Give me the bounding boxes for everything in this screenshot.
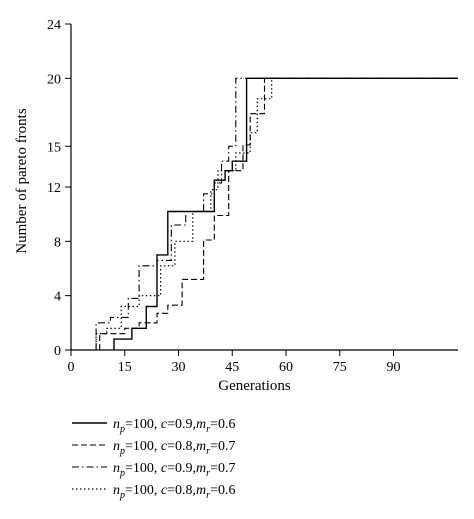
legend-label-1: np=100, c=0.9,mr=0.6 <box>113 417 235 435</box>
y-tick-label: 4 <box>54 290 61 305</box>
y-tick-label: 0 <box>54 344 61 359</box>
y-tick-label: 8 <box>54 235 61 250</box>
x-tick-label: 45 <box>225 360 239 375</box>
x-tick-label: 30 <box>172 360 186 375</box>
series-line-1 <box>113 77 458 350</box>
legend-label-2: np=100, c=0.8,mr=0.7 <box>113 439 235 457</box>
y-tick-label: 24 <box>47 18 61 33</box>
x-tick-label: 60 <box>279 360 293 375</box>
legend-label-4: np=100, c=0.8,mr=0.6 <box>113 483 235 501</box>
y-axis-label: Number of pareto fronts <box>14 108 30 254</box>
x-tick-label: 90 <box>387 360 401 375</box>
legend: np=100, c=0.9,mr=0.6 np=100, c=0.8,mr=0.7… <box>72 417 235 501</box>
series-line-4 <box>95 77 458 350</box>
y-tick-label: 20 <box>47 72 61 87</box>
x-tick-label: 15 <box>118 360 132 375</box>
y-tick-label: 15 <box>47 140 61 155</box>
plot-area: 0 15 30 45 60 75 90 0 4 8 12 15 20 24 Generations Numbe… <box>14 18 458 394</box>
legend-label-3: np=100, c=0.9,mr=0.7 <box>113 461 235 479</box>
x-tick-label: 0 <box>68 360 75 375</box>
x-axis-label: Generations <box>218 378 291 394</box>
x-tick-label: 75 <box>333 360 347 375</box>
y-tick-label: 12 <box>47 181 61 196</box>
series-line-3 <box>95 77 458 350</box>
series-line-2 <box>99 77 458 350</box>
